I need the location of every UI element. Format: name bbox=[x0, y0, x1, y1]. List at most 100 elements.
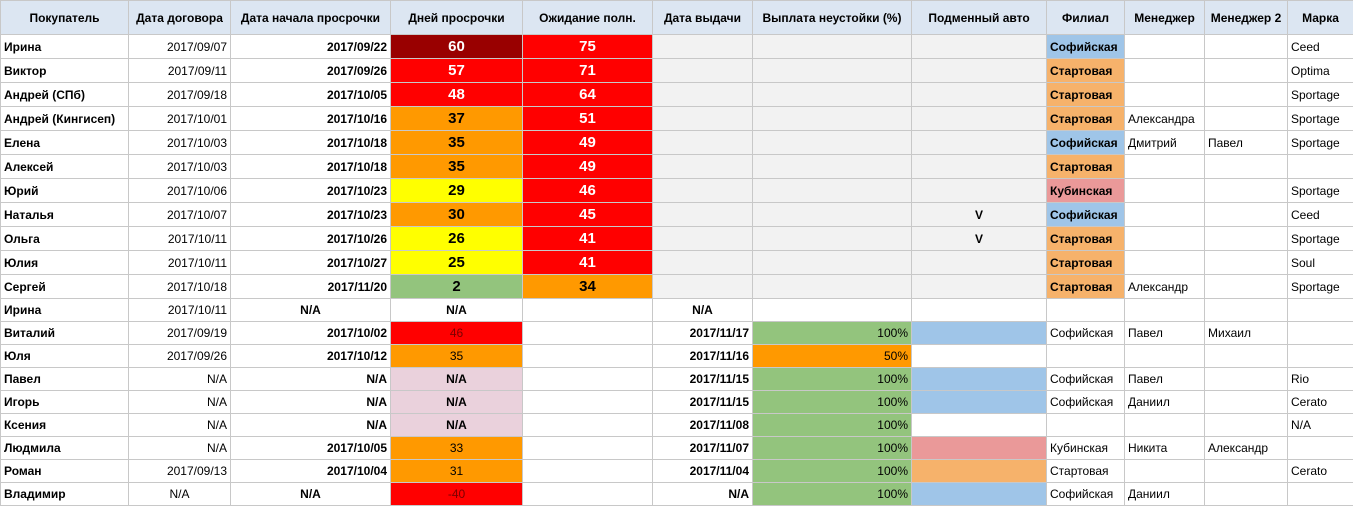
cell-replacement-car[interactable] bbox=[912, 483, 1047, 506]
cell-overdue-start[interactable]: 2017/11/20 bbox=[231, 275, 391, 299]
cell-penalty[interactable]: 100% bbox=[753, 437, 912, 460]
cell-wait-full[interactable] bbox=[523, 322, 653, 345]
cell-issue-date[interactable] bbox=[653, 227, 753, 251]
cell-overdue-start[interactable]: 2017/09/26 bbox=[231, 59, 391, 83]
col-header-issue-date[interactable]: Дата выдачи bbox=[653, 1, 753, 35]
cell-manager[interactable]: Александр bbox=[1125, 275, 1205, 299]
cell-replacement-car[interactable] bbox=[912, 345, 1047, 368]
cell-penalty[interactable] bbox=[753, 227, 912, 251]
cell-branch[interactable] bbox=[1047, 299, 1125, 322]
cell-branch[interactable]: Софийская bbox=[1047, 391, 1125, 414]
cell-overdue-days[interactable]: 57 bbox=[391, 59, 523, 83]
cell-brand[interactable] bbox=[1288, 322, 1353, 345]
cell-manager[interactable] bbox=[1125, 414, 1205, 437]
cell-branch[interactable]: Стартовая bbox=[1047, 227, 1125, 251]
cell-replacement-car[interactable] bbox=[912, 35, 1047, 59]
cell-overdue-days[interactable]: 60 bbox=[391, 35, 523, 59]
cell-manager2[interactable] bbox=[1205, 460, 1288, 483]
cell-penalty[interactable]: 100% bbox=[753, 322, 912, 345]
cell-replacement-car[interactable] bbox=[912, 83, 1047, 107]
cell-wait-full[interactable] bbox=[523, 437, 653, 460]
cell-contract-date[interactable]: 2017/10/11 bbox=[129, 299, 231, 322]
cell-issue-date[interactable] bbox=[653, 155, 753, 179]
cell-buyer[interactable]: Роман bbox=[1, 460, 129, 483]
cell-replacement-car[interactable] bbox=[912, 251, 1047, 275]
cell-overdue-days[interactable]: 35 bbox=[391, 155, 523, 179]
cell-replacement-car[interactable]: V bbox=[912, 203, 1047, 227]
cell-brand[interactable]: Rio bbox=[1288, 368, 1353, 391]
cell-overdue-days[interactable]: -40 bbox=[391, 483, 523, 506]
cell-penalty[interactable] bbox=[753, 107, 912, 131]
cell-penalty[interactable] bbox=[753, 131, 912, 155]
cell-overdue-days[interactable]: 26 bbox=[391, 227, 523, 251]
col-header-overdue-start[interactable]: Дата начала просрочки bbox=[231, 1, 391, 35]
cell-penalty[interactable]: 100% bbox=[753, 483, 912, 506]
cell-issue-date[interactable]: 2017/11/07 bbox=[653, 437, 753, 460]
cell-overdue-start[interactable]: N/A bbox=[231, 391, 391, 414]
col-header-manager[interactable]: Менеджер bbox=[1125, 1, 1205, 35]
cell-overdue-start[interactable]: N/A bbox=[231, 299, 391, 322]
cell-overdue-start[interactable]: 2017/09/22 bbox=[231, 35, 391, 59]
cell-penalty[interactable]: 50% bbox=[753, 345, 912, 368]
cell-wait-full[interactable] bbox=[523, 483, 653, 506]
cell-issue-date[interactable]: 2017/11/08 bbox=[653, 414, 753, 437]
col-header-branch[interactable]: Филиал bbox=[1047, 1, 1125, 35]
cell-penalty[interactable] bbox=[753, 251, 912, 275]
cell-replacement-car[interactable] bbox=[912, 414, 1047, 437]
cell-manager2[interactable]: Павел bbox=[1205, 131, 1288, 155]
cell-issue-date[interactable] bbox=[653, 59, 753, 83]
cell-contract-date[interactable]: N/A bbox=[129, 483, 231, 506]
cell-wait-full[interactable] bbox=[523, 299, 653, 322]
cell-contract-date[interactable]: 2017/09/11 bbox=[129, 59, 231, 83]
col-header-wait-full[interactable]: Ожидание полн. bbox=[523, 1, 653, 35]
cell-manager[interactable] bbox=[1125, 227, 1205, 251]
cell-buyer[interactable]: Ксения bbox=[1, 414, 129, 437]
cell-buyer[interactable]: Виталий bbox=[1, 322, 129, 345]
cell-replacement-car[interactable] bbox=[912, 437, 1047, 460]
cell-buyer[interactable]: Павел bbox=[1, 368, 129, 391]
cell-wait-full[interactable] bbox=[523, 460, 653, 483]
cell-brand[interactable]: Sportage bbox=[1288, 131, 1353, 155]
cell-wait-full[interactable]: 71 bbox=[523, 59, 653, 83]
cell-wait-full[interactable]: 46 bbox=[523, 179, 653, 203]
cell-wait-full[interactable] bbox=[523, 368, 653, 391]
cell-manager2[interactable] bbox=[1205, 35, 1288, 59]
cell-buyer[interactable]: Виктор bbox=[1, 59, 129, 83]
cell-manager[interactable] bbox=[1125, 345, 1205, 368]
cell-branch[interactable] bbox=[1047, 414, 1125, 437]
cell-penalty[interactable]: 100% bbox=[753, 368, 912, 391]
cell-manager2[interactable] bbox=[1205, 227, 1288, 251]
cell-replacement-car[interactable] bbox=[912, 368, 1047, 391]
cell-manager2[interactable] bbox=[1205, 59, 1288, 83]
cell-buyer[interactable]: Алексей bbox=[1, 155, 129, 179]
cell-overdue-start[interactable]: N/A bbox=[231, 483, 391, 506]
cell-brand[interactable]: Soul bbox=[1288, 251, 1353, 275]
cell-brand[interactable]: N/A bbox=[1288, 414, 1353, 437]
cell-replacement-car[interactable] bbox=[912, 391, 1047, 414]
cell-replacement-car[interactable] bbox=[912, 322, 1047, 345]
cell-issue-date[interactable] bbox=[653, 275, 753, 299]
cell-replacement-car[interactable] bbox=[912, 59, 1047, 83]
cell-issue-date[interactable]: 2017/11/16 bbox=[653, 345, 753, 368]
cell-branch[interactable]: Стартовая bbox=[1047, 251, 1125, 275]
col-header-buyer[interactable]: Покупатель bbox=[1, 1, 129, 35]
cell-manager2[interactable] bbox=[1205, 414, 1288, 437]
cell-contract-date[interactable]: 2017/10/11 bbox=[129, 227, 231, 251]
cell-issue-date[interactable] bbox=[653, 35, 753, 59]
cell-penalty[interactable] bbox=[753, 299, 912, 322]
cell-contract-date[interactable]: 2017/09/18 bbox=[129, 83, 231, 107]
cell-manager2[interactable] bbox=[1205, 275, 1288, 299]
cell-issue-date[interactable] bbox=[653, 107, 753, 131]
cell-overdue-start[interactable]: 2017/10/26 bbox=[231, 227, 391, 251]
cell-contract-date[interactable]: 2017/10/07 bbox=[129, 203, 231, 227]
cell-contract-date[interactable]: 2017/09/19 bbox=[129, 322, 231, 345]
cell-brand[interactable] bbox=[1288, 483, 1353, 506]
cell-buyer[interactable]: Владимир bbox=[1, 483, 129, 506]
cell-contract-date[interactable]: 2017/10/06 bbox=[129, 179, 231, 203]
cell-brand[interactable] bbox=[1288, 155, 1353, 179]
cell-buyer[interactable]: Ольга bbox=[1, 227, 129, 251]
cell-wait-full[interactable] bbox=[523, 345, 653, 368]
cell-manager[interactable] bbox=[1125, 251, 1205, 275]
cell-buyer[interactable]: Юля bbox=[1, 345, 129, 368]
cell-overdue-days[interactable]: 46 bbox=[391, 322, 523, 345]
